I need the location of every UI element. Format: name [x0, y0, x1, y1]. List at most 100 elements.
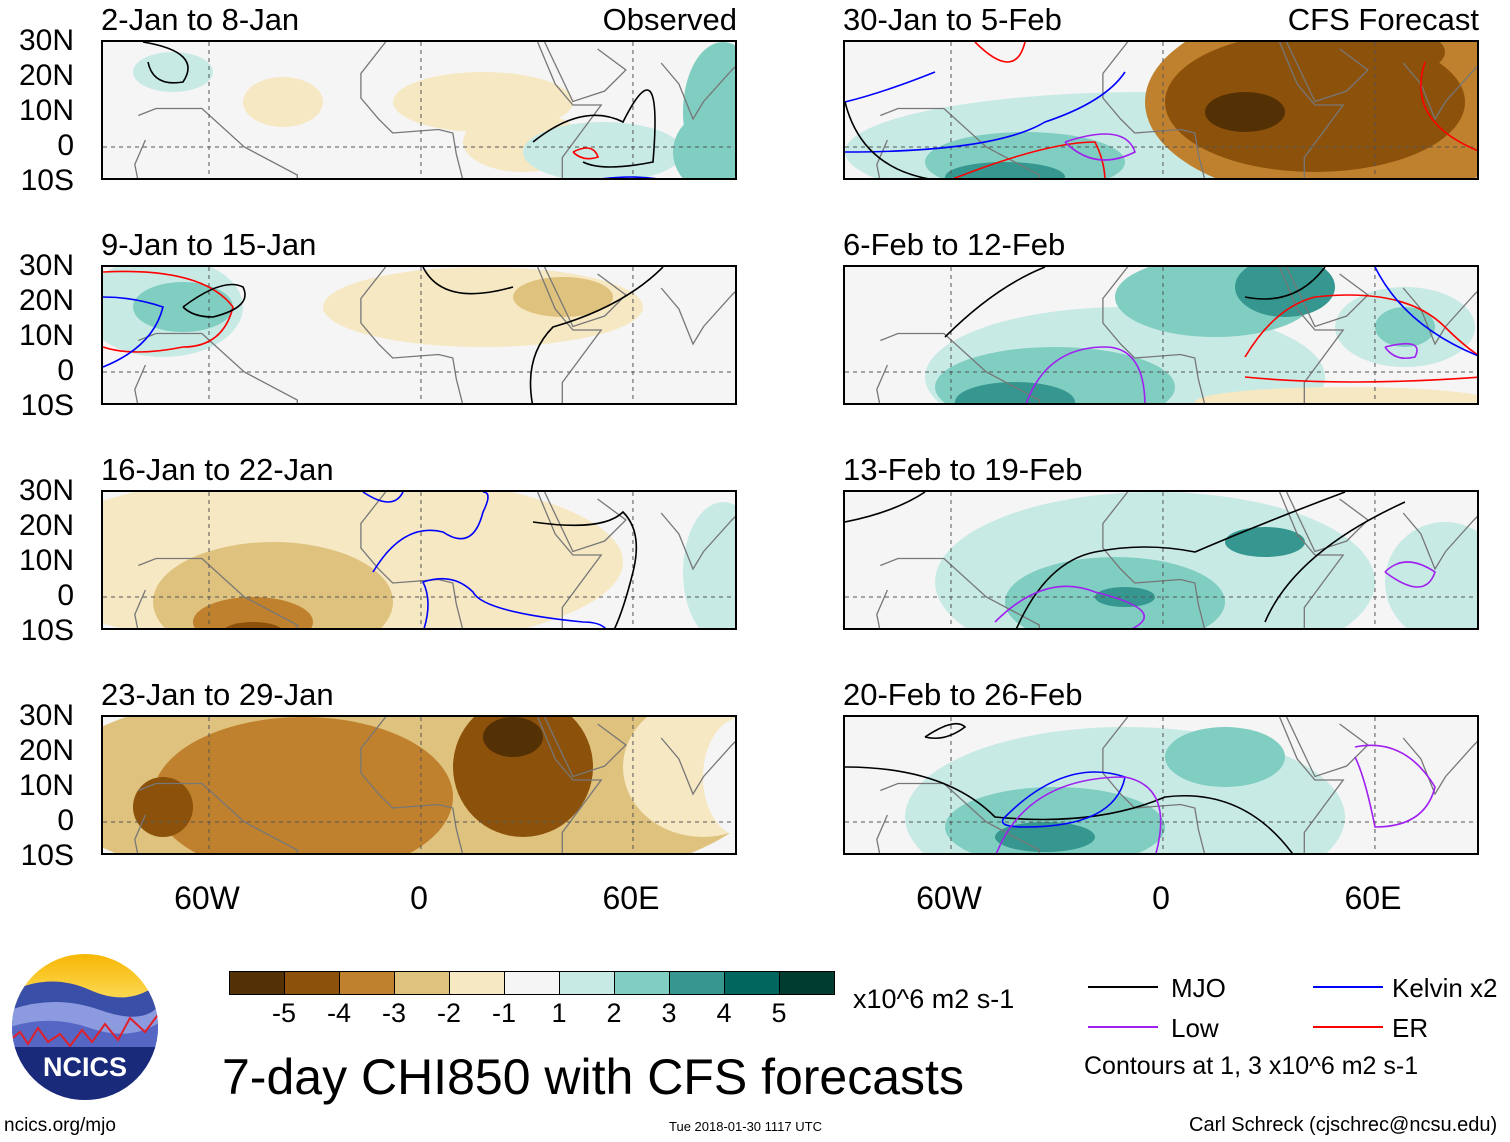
coastline	[660, 287, 735, 346]
coastline	[360, 42, 603, 178]
lon-label: 60E	[602, 880, 660, 916]
lat-label: 30N	[18, 24, 74, 57]
contour-line	[103, 270, 234, 353]
coastline	[1286, 717, 1369, 778]
coastline	[1102, 267, 1345, 403]
coastline	[544, 717, 627, 778]
anomaly-shading	[513, 277, 613, 317]
lat-label: 20N	[18, 59, 74, 92]
colorbar-tick-label: 3	[661, 998, 677, 1028]
coastline	[660, 512, 735, 571]
colorbar-swatch	[780, 972, 834, 994]
contour-line	[372, 492, 489, 573]
contour-line	[1064, 133, 1136, 161]
coastline	[134, 557, 298, 628]
contour-line	[1420, 61, 1477, 152]
colorbar-tick-label: 4	[716, 998, 732, 1028]
coastline	[544, 492, 627, 553]
contour-line	[1264, 501, 1406, 623]
contour-line	[422, 267, 514, 295]
legend-mjo: MJO	[1171, 973, 1226, 1003]
lon-label: 60E	[1344, 880, 1402, 916]
lon-label: 0	[410, 880, 428, 916]
anomaly-shading	[1325, 42, 1445, 77]
coastline	[360, 717, 603, 853]
logo-text: NCICS	[43, 1052, 127, 1082]
contour-line	[1384, 342, 1418, 360]
contour-line	[103, 296, 164, 368]
coastline	[1286, 267, 1369, 328]
colorbar-swatch	[230, 972, 285, 994]
lon-label: 0	[1152, 880, 1170, 916]
contour-line	[1354, 744, 1436, 828]
contour-line	[572, 147, 600, 160]
lat-label: 0	[57, 129, 74, 162]
colorbar-swatch	[450, 972, 505, 994]
contour-line	[995, 776, 1162, 853]
panel-tag: Observed	[602, 2, 737, 37]
ncics-logo: NCICS	[10, 952, 160, 1102]
coastline	[1102, 717, 1345, 853]
contour-line	[182, 283, 246, 318]
colorbar-units: x10^6 m2 s-1	[853, 984, 1015, 1014]
coastline	[1286, 42, 1369, 103]
lat-label: 10N	[18, 94, 74, 127]
map-panel	[101, 265, 737, 405]
anomaly-shading	[1225, 527, 1305, 557]
anomaly-shading	[673, 112, 735, 178]
er-line-swatch	[1313, 1026, 1383, 1028]
colorbar-tick-label: 2	[606, 998, 622, 1028]
coastline	[876, 332, 1040, 403]
colorbar-tick-label: -5	[271, 998, 297, 1028]
anomaly-shading	[153, 717, 453, 853]
coastline	[1102, 42, 1345, 178]
anomaly-shading	[225, 622, 281, 628]
contour-line	[944, 267, 1046, 338]
anomaly-shading	[243, 77, 323, 127]
panel-title: 9-Jan to 15-Jan	[101, 227, 317, 262]
map-panel	[843, 490, 1479, 630]
contour-line	[1244, 294, 1477, 358]
lon-label: 60W	[916, 880, 982, 916]
coastline	[544, 42, 627, 103]
lat-label: 10N	[18, 769, 74, 802]
lat-label: 0	[57, 804, 74, 837]
lat-label: 10S	[20, 389, 74, 422]
lat-label: 30N	[18, 249, 74, 282]
coastline	[1402, 737, 1477, 796]
colorbar-swatch	[395, 972, 450, 994]
timestamp: Tue 2018-01-30 1117 UTC	[669, 1119, 822, 1134]
lat-label: 10N	[18, 319, 74, 352]
coastline	[660, 737, 735, 796]
coastline	[876, 782, 1040, 853]
colorbar-swatch	[615, 972, 670, 994]
map-panel	[843, 40, 1479, 180]
credit: Carl Schreck (cjschrec@ncsu.edu)	[1189, 1114, 1498, 1136]
contour-line	[845, 71, 1126, 153]
contour-line	[1015, 492, 1346, 628]
anomaly-shading	[1385, 522, 1477, 628]
lat-label: 10S	[20, 614, 74, 647]
low-line-swatch	[1088, 1026, 1158, 1028]
panel-tag: CFS Forecast	[1287, 2, 1479, 37]
anomaly-shading	[1195, 387, 1477, 403]
lat-label: 0	[57, 579, 74, 612]
anomaly-shading	[703, 718, 735, 836]
contour-line	[142, 42, 189, 84]
anomaly-shading	[1205, 92, 1285, 132]
panel-title: 13-Feb to 19-Feb	[843, 452, 1083, 487]
coastline	[544, 267, 627, 328]
lat-label: 10S	[20, 839, 74, 872]
panel-title: 20-Feb to 26-Feb	[843, 677, 1083, 712]
coastline	[360, 267, 603, 403]
contour-line	[362, 492, 404, 503]
contour-line	[1025, 346, 1146, 403]
contour-line	[1001, 771, 1126, 828]
mjo-line-swatch	[1088, 986, 1158, 988]
contour-line	[845, 71, 936, 103]
lat-label: 20N	[18, 734, 74, 767]
anomaly-shading	[945, 162, 1065, 178]
contour-line	[845, 101, 929, 178]
lat-label: 30N	[18, 474, 74, 507]
lon-label: 60W	[174, 880, 240, 916]
